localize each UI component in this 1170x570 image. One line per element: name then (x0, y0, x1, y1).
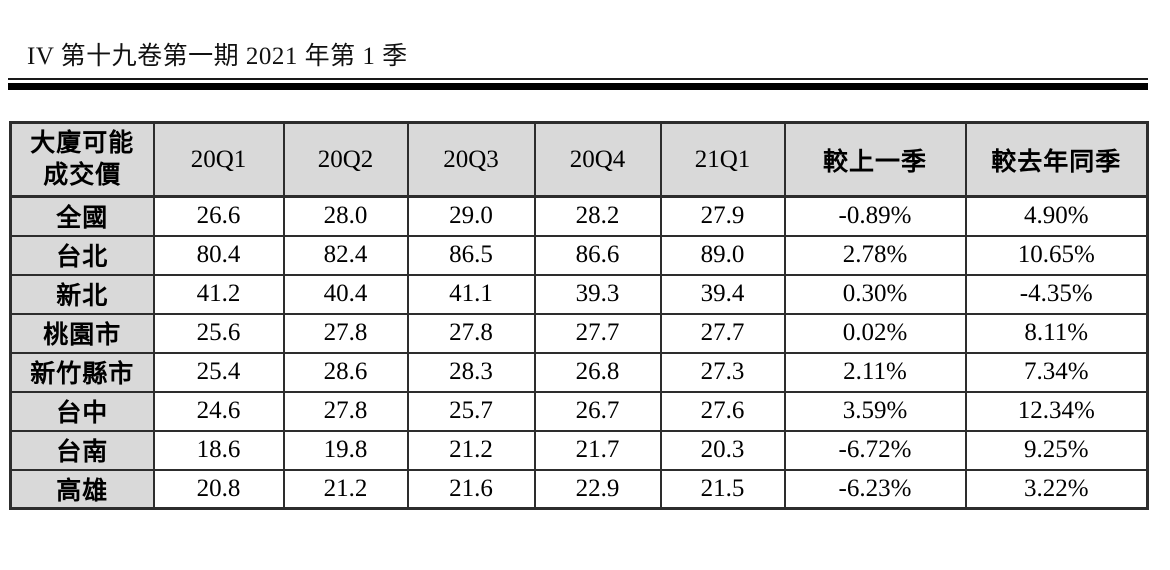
value-cell: 20.3 (659, 429, 786, 471)
value-cell: 27.8 (282, 390, 409, 432)
column-header-vs-last-year: 較去年同季 (964, 121, 1149, 198)
table-row: 新北 41.2 40.4 41.1 39.3 39.4 0.30% -4.35% (9, 273, 1149, 315)
value-cell: 26.7 (533, 390, 662, 432)
rule-thick-line (8, 83, 1148, 90)
table-row: 高雄 20.8 21.2 21.6 22.9 21.5 -6.23% 3.22% (9, 468, 1149, 510)
value-cell: 18.6 (152, 429, 285, 471)
value-cell: 21.2 (406, 429, 536, 471)
value-cell: 0.30% (783, 273, 967, 315)
value-cell: 26.6 (152, 195, 285, 237)
value-cell: 41.1 (406, 273, 536, 315)
value-cell: 28.6 (282, 351, 409, 393)
value-cell: 25.4 (152, 351, 285, 393)
value-cell: 25.7 (406, 390, 536, 432)
value-cell: 22.9 (533, 468, 662, 510)
value-cell: 28.2 (533, 195, 662, 237)
corner-header-cell: 大廈可能 成交價 (9, 121, 155, 198)
value-cell: 39.4 (659, 273, 786, 315)
value-cell: 27.8 (406, 312, 536, 354)
value-cell: 19.8 (282, 429, 409, 471)
value-cell: 28.0 (282, 195, 409, 237)
value-cell: 3.59% (783, 390, 967, 432)
value-cell: 21.6 (406, 468, 536, 510)
value-cell: 27.8 (282, 312, 409, 354)
region-cell: 桃園市 (9, 312, 155, 354)
value-cell: 89.0 (659, 234, 786, 276)
value-cell: 20.8 (152, 468, 285, 510)
value-cell: -0.89% (783, 195, 967, 237)
value-cell: 86.5 (406, 234, 536, 276)
value-cell: 2.11% (783, 351, 967, 393)
region-cell: 全國 (9, 195, 155, 237)
value-cell: 21.5 (659, 468, 786, 510)
region-cell: 台北 (9, 234, 155, 276)
column-header-vs-last-quarter: 較上一季 (783, 121, 967, 198)
value-cell: 21.7 (533, 429, 662, 471)
value-cell: 10.65% (964, 234, 1149, 276)
value-cell: 80.4 (152, 234, 285, 276)
table-row: 全國 26.6 28.0 29.0 28.2 27.9 -0.89% 4.90% (9, 195, 1149, 237)
rule-gap (8, 80, 1148, 83)
value-cell: 27.7 (533, 312, 662, 354)
value-cell: 27.9 (659, 195, 786, 237)
value-cell: 27.3 (659, 351, 786, 393)
value-cell: 0.02% (783, 312, 967, 354)
value-cell: 40.4 (282, 273, 409, 315)
table-header-row: 大廈可能 成交價 20Q1 20Q2 20Q3 20Q4 21Q1 較上一季 較… (9, 121, 1149, 198)
column-header-21q1: 21Q1 (659, 121, 786, 198)
value-cell: 27.6 (659, 390, 786, 432)
region-cell: 高雄 (9, 468, 155, 510)
column-header-20q1: 20Q1 (152, 121, 285, 198)
column-header-20q4: 20Q4 (533, 121, 662, 198)
region-cell: 新竹縣市 (9, 351, 155, 393)
value-cell: 82.4 (282, 234, 409, 276)
corner-header-line1: 大廈可能 (30, 130, 135, 158)
table-row: 桃園市 25.6 27.8 27.8 27.7 27.7 0.02% 8.11% (9, 312, 1149, 354)
column-header-20q2: 20Q2 (282, 121, 409, 198)
table-row: 台中 24.6 27.8 25.7 26.7 27.6 3.59% 12.34% (9, 390, 1149, 432)
region-cell: 新北 (9, 273, 155, 315)
rule-thin-line (8, 78, 1148, 80)
column-header-20q3: 20Q3 (406, 121, 536, 198)
value-cell: -6.72% (783, 429, 967, 471)
value-cell: 24.6 (152, 390, 285, 432)
value-cell: 8.11% (964, 312, 1149, 354)
value-cell: 21.2 (282, 468, 409, 510)
value-cell: 41.2 (152, 273, 285, 315)
value-cell: 12.34% (964, 390, 1149, 432)
value-cell: 86.6 (533, 234, 662, 276)
table-row: 台南 18.6 19.8 21.2 21.7 20.3 -6.72% 9.25% (9, 429, 1149, 471)
value-cell: 39.3 (533, 273, 662, 315)
table-row: 台北 80.4 82.4 86.5 86.6 89.0 2.78% 10.65% (9, 234, 1149, 276)
value-cell: 26.8 (533, 351, 662, 393)
table-body: 全國 26.6 28.0 29.0 28.2 27.9 -0.89% 4.90% 台北 80.4 8… (9, 195, 1149, 510)
table-row: 新竹縣市 25.4 28.6 28.3 26.8 27.3 2.11% 7.34% (9, 351, 1149, 393)
value-cell: 2.78% (783, 234, 967, 276)
corner-header-line2: 成交價 (43, 161, 122, 189)
value-cell: 29.0 (406, 195, 536, 237)
region-cell: 台南 (9, 429, 155, 471)
region-cell: 台中 (9, 390, 155, 432)
value-cell: 7.34% (964, 351, 1149, 393)
value-cell: 27.7 (659, 312, 786, 354)
value-cell: 4.90% (964, 195, 1149, 237)
value-cell: 25.6 (152, 312, 285, 354)
value-cell: -6.23% (783, 468, 967, 510)
header-double-rule (8, 78, 1148, 90)
value-cell: 28.3 (406, 351, 536, 393)
page-title: IV 第十九卷第一期 2021 年第 1 季 (27, 43, 408, 70)
value-cell: 9.25% (964, 429, 1149, 471)
value-cell: 3.22% (964, 468, 1149, 510)
value-cell: -4.35% (964, 273, 1149, 315)
building-price-table: 大廈可能 成交價 20Q1 20Q2 20Q3 20Q4 21Q1 較上一季 較… (9, 121, 1149, 510)
